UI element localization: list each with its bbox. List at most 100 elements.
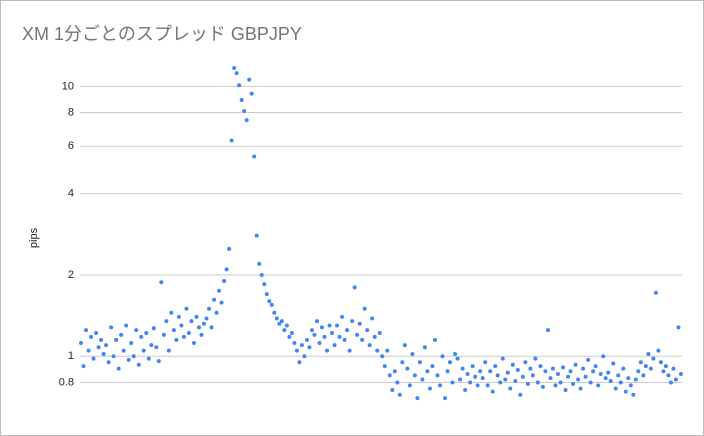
data-point [588, 380, 593, 385]
data-point [638, 360, 643, 365]
data-point [515, 367, 520, 372]
data-point [636, 369, 641, 374]
data-point [129, 341, 134, 346]
data-point [631, 392, 636, 397]
data-point [583, 374, 588, 379]
data-point [402, 343, 407, 348]
data-point [362, 306, 367, 311]
data-point [550, 366, 555, 371]
data-point [312, 332, 317, 337]
data-point [229, 138, 234, 143]
data-point [294, 348, 299, 353]
data-point [84, 328, 89, 333]
data-point [407, 383, 412, 388]
data-point [204, 316, 209, 321]
data-point [99, 337, 104, 342]
data-point [279, 319, 284, 324]
data-point [116, 366, 121, 371]
data-point [269, 302, 274, 307]
data-point [555, 371, 560, 376]
data-point [455, 356, 460, 361]
data-point [342, 337, 347, 342]
data-point [658, 360, 663, 365]
data-point [673, 377, 678, 382]
data-point [533, 356, 538, 361]
data-point [330, 330, 335, 335]
data-point [214, 310, 219, 315]
data-point [252, 154, 257, 159]
data-point [249, 91, 254, 96]
data-point [458, 377, 463, 382]
data-point [561, 365, 566, 370]
data-point [224, 267, 229, 272]
data-point [422, 345, 427, 350]
y-tick-label: 6 [68, 140, 74, 152]
data-point [606, 370, 611, 375]
data-point [191, 341, 196, 346]
data-point [109, 325, 114, 330]
data-point [485, 383, 490, 388]
data-point [166, 348, 171, 353]
data-point [450, 380, 455, 385]
data-point [355, 332, 360, 337]
data-point [598, 371, 603, 376]
data-point [523, 360, 528, 365]
data-point [171, 328, 176, 333]
data-point [540, 384, 545, 389]
data-point [387, 373, 392, 378]
data-point [111, 354, 116, 359]
data-point [558, 380, 563, 385]
data-point [259, 273, 264, 278]
data-point [586, 357, 591, 362]
data-point [335, 323, 340, 328]
y-axis-label: pips [28, 227, 40, 248]
data-point [309, 328, 314, 333]
data-point [370, 316, 375, 321]
data-point [400, 360, 405, 365]
data-point [382, 364, 387, 369]
data-point [121, 348, 126, 353]
data-point [571, 381, 576, 386]
data-point [314, 319, 319, 324]
data-point [299, 343, 304, 348]
data-point [563, 388, 568, 393]
data-point [603, 376, 608, 381]
data-point [518, 392, 523, 397]
data-point [91, 356, 96, 361]
data-point [327, 323, 332, 328]
data-point [377, 330, 382, 335]
data-point [207, 306, 212, 311]
data-point [463, 388, 468, 393]
data-point [415, 396, 420, 401]
data-point [181, 334, 186, 339]
data-point [212, 297, 217, 302]
data-point [545, 328, 550, 333]
data-point [478, 369, 483, 374]
data-point [227, 246, 232, 251]
data-point [81, 364, 86, 369]
data-point [525, 381, 530, 386]
chart-title: XM 1分ごとのスプレッド GBPJPY [22, 24, 302, 44]
data-point [119, 332, 124, 337]
data-point [412, 373, 417, 378]
data-point [367, 343, 372, 348]
data-point [352, 285, 357, 290]
data-point [194, 314, 199, 319]
data-point [209, 325, 214, 330]
data-point [510, 362, 515, 367]
data-point [453, 351, 458, 356]
data-point [553, 383, 558, 388]
data-point [154, 345, 159, 350]
data-point [267, 299, 272, 304]
data-point [608, 378, 613, 383]
data-point [483, 360, 488, 365]
data-point [593, 364, 598, 369]
data-point [500, 356, 505, 361]
data-point [538, 364, 543, 369]
data-point [272, 310, 277, 315]
data-point [320, 325, 325, 330]
data-point [623, 389, 628, 394]
data-point [432, 337, 437, 342]
data-point [495, 373, 500, 378]
